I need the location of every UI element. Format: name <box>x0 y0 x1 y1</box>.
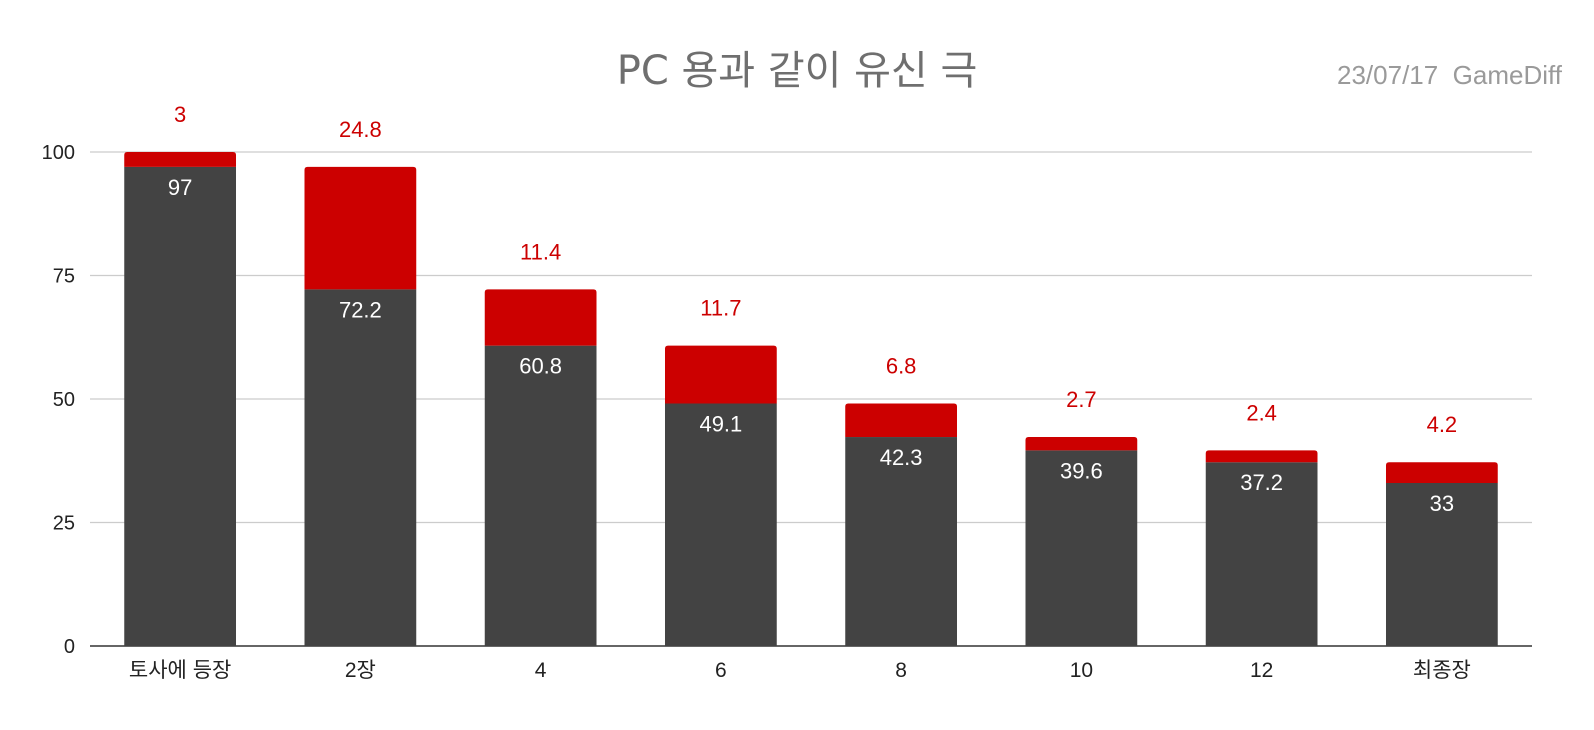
data-label-top: 3 <box>174 102 186 127</box>
data-label-top: 2.4 <box>1246 400 1277 425</box>
bar-base-segment <box>484 345 597 646</box>
data-label-top: 11.7 <box>700 296 741 321</box>
x-tick-label: 최종장 <box>1413 659 1471 682</box>
data-label-base: 49.1 <box>699 411 742 436</box>
bar-base-segment <box>1205 462 1318 646</box>
y-tick-label: 0 <box>64 636 75 658</box>
x-tick-label: 2장 <box>345 659 376 682</box>
bar-base-segment <box>1025 450 1138 646</box>
date-source-stamp: 23/07/17 GameDiff <box>1337 60 1562 90</box>
bar-base-segment <box>124 166 237 646</box>
data-label-top: 2.7 <box>1066 387 1097 412</box>
y-tick-label: 100 <box>42 142 75 164</box>
data-label-base: 39.6 <box>1060 458 1103 483</box>
data-label-base: 97 <box>168 175 192 200</box>
y-tick-label: 75 <box>53 266 75 288</box>
data-labels: 97 3 72.2 24.8 60.8 11.4 49.1 11.7 42.3 6.8 39.6 2.… <box>168 102 1457 516</box>
bar-base-segment <box>664 403 777 646</box>
bar-base-segment <box>304 289 417 646</box>
x-tick-label: 10 <box>1070 659 1093 682</box>
bars <box>124 152 1498 646</box>
y-tick-label: 50 <box>53 389 75 411</box>
data-label-base: 33 <box>1430 491 1454 516</box>
data-label-top: 6.8 <box>886 353 917 378</box>
y-tick-label: 25 <box>53 513 75 535</box>
bar-base-segment <box>845 437 958 646</box>
bar-top-segment <box>664 345 777 404</box>
bar-top-segment <box>124 152 237 167</box>
bar-top-segment <box>304 166 417 290</box>
x-tick-label: 6 <box>715 659 727 682</box>
data-label-base: 37.2 <box>1240 470 1283 495</box>
data-label-top: 4.2 <box>1427 412 1458 437</box>
data-label-base: 60.8 <box>519 354 562 379</box>
bar-top-segment <box>1025 437 1138 451</box>
bar-top-segment <box>1205 450 1318 463</box>
data-label-base: 42.3 <box>880 445 923 470</box>
bar-top-segment <box>1385 462 1498 483</box>
x-axis-tick-labels: 토사에 등장 2장 4 6 8 10 12 최종장 <box>129 659 1471 682</box>
bar-top-segment <box>845 403 958 438</box>
y-axis-tick-labels: 0 25 50 75 100 <box>42 142 75 658</box>
x-tick-label: 12 <box>1250 659 1273 682</box>
x-tick-label: 토사에 등장 <box>129 659 231 682</box>
data-label-top: 24.8 <box>339 117 382 142</box>
x-tick-label: 4 <box>535 659 547 682</box>
x-tick-label: 8 <box>895 659 907 682</box>
bar-base-segment <box>1385 482 1498 646</box>
data-label-top: 11.4 <box>520 239 561 264</box>
bar-top-segment <box>484 289 597 346</box>
data-label-base: 72.2 <box>339 297 382 322</box>
chart-title: PC 용과 같이 유신 극 <box>616 48 978 94</box>
